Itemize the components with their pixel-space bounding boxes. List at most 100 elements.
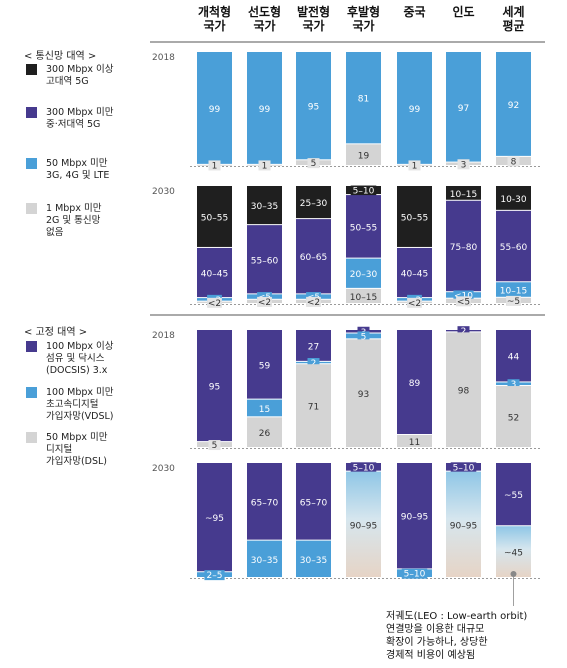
bar-value-label: 5–10 [453, 463, 475, 473]
column-header: 후발형 [347, 4, 380, 19]
bar-value-label: 89 [409, 379, 421, 389]
bar-segment [296, 52, 331, 160]
bar-value-label: 10-30 [500, 195, 526, 205]
bar-value-label: 5–10 [404, 570, 426, 580]
bar-segment [397, 52, 432, 164]
legend-label-net-0: 300 Mbpx 이상 고대역 5G [46, 64, 114, 87]
bar-value-label: <2 [258, 298, 271, 308]
bar-value-label: 20–30 [350, 270, 378, 280]
bar-value-label: 25–30 [300, 199, 328, 209]
bar-value-label: 27 [308, 342, 319, 352]
bar-value-label: 95 [209, 383, 220, 393]
bar-segment [397, 247, 432, 298]
legend-label-net-2: 50 Mbpx 미만 3G, 4G 및 LTE [46, 158, 110, 181]
legend-swatch-fix-0 [26, 341, 37, 352]
bar-segment [197, 186, 232, 247]
bar-segment [247, 463, 282, 540]
label-chip [307, 158, 320, 169]
bar-segment [247, 225, 282, 294]
label-chip [507, 379, 520, 390]
bar-value-label: 10–15 [500, 287, 527, 297]
bar-value-label: 44 [508, 353, 520, 363]
bar-value-label: 65–70 [251, 498, 279, 508]
bar-value-label: 5 [311, 159, 317, 169]
bar-segment [397, 463, 432, 569]
label-chip [506, 295, 521, 306]
bar-value-label: 5–10 [353, 463, 375, 473]
bar-segment [496, 186, 531, 210]
bar-value-label: 3 [511, 380, 517, 390]
bar-segment [346, 52, 381, 144]
legend-swatch-net-0 [26, 64, 37, 75]
label-chip [357, 331, 370, 342]
bar-segment [247, 52, 282, 164]
column-header: 평균 [502, 19, 524, 33]
bar-segment [446, 52, 481, 162]
label-chip [407, 297, 422, 308]
bar-segment [197, 52, 232, 164]
bar-value-label: 99 [409, 105, 421, 115]
column-header: 세계 [502, 4, 524, 19]
column-header: 인도 [452, 4, 474, 19]
label-chip [350, 462, 377, 473]
bar-value-label: 60–65 [300, 253, 327, 263]
bar-value-label: 90–95 [401, 513, 428, 523]
bar-segment [247, 186, 282, 225]
column-header: 국가 [352, 18, 374, 33]
bar-value-label: 1 [262, 161, 268, 171]
label-chip [258, 160, 271, 171]
bar-value-label: 99 [209, 105, 221, 115]
bar-value-label: 30–35 [251, 556, 278, 566]
bar-segment [296, 330, 331, 361]
label-chip [453, 290, 474, 301]
bar-value-label: 92 [508, 101, 519, 111]
year-label: 2018 [152, 331, 175, 341]
bar-segment [296, 219, 331, 294]
bar-value-label: 98 [458, 387, 470, 397]
bar-segment [197, 330, 232, 442]
bar-segment [346, 144, 381, 165]
bar-value-label: <2 [208, 299, 221, 309]
bar-value-label: 1 [412, 161, 418, 171]
bar-value-label: ~95 [205, 514, 224, 524]
label-chip [306, 296, 321, 307]
bar-value-label: ~55 [504, 491, 523, 501]
bar-value-label: 95 [308, 103, 319, 113]
legend-label-fix-1: 100 Mbpx 미만 초고속디지털 가입자망(VDSL) [46, 387, 114, 422]
leo-annotation: 저궤도(LEO : Low-earth orbit) 연결망을 이용한 대규모 … [386, 611, 528, 661]
year-label: 2030 [152, 464, 175, 474]
bar-value-label: 90–95 [350, 521, 377, 531]
bar-value-label: 97 [458, 104, 469, 114]
bar-segment [496, 282, 531, 297]
year-label: 2018 [152, 53, 175, 63]
year-label: 2030 [152, 187, 175, 197]
bar-segment [446, 471, 481, 577]
bar-value-label: <2 [408, 299, 421, 309]
bar-value-label: 30–35 [251, 202, 278, 212]
bar-value-label: 99 [259, 105, 271, 115]
label-chip [457, 159, 470, 170]
bar-segment [346, 288, 381, 303]
bar-value-label: 50–55 [350, 223, 377, 233]
bar-value-label: 5 [212, 441, 218, 451]
bar-value-label: 2–5 [207, 571, 223, 581]
column-header: 국가 [203, 18, 225, 33]
column-header: 선도형 [248, 4, 281, 19]
label-chip [457, 326, 470, 337]
bar-value-label: 55–60 [500, 243, 528, 253]
bar-segment [296, 463, 331, 540]
label-chip [401, 568, 428, 579]
bar-value-label: <5 [457, 297, 470, 307]
bar-segment [397, 186, 432, 247]
bar-segment [346, 195, 381, 258]
bar-value-label: 26 [259, 429, 271, 439]
legend-label-fix-2: 50 Mbpx 미만 디지털 가입자망(DSL) [46, 432, 108, 467]
bar-segment [247, 540, 282, 577]
column-header: 국가 [253, 18, 275, 33]
bar-value-label: 10–15 [350, 293, 377, 303]
legend-label-net-1: 300 Mbpx 미만 중·저대역 5G [46, 107, 114, 130]
label-chip [450, 462, 477, 473]
bar-value-label: 8 [511, 157, 517, 167]
bar-value-label: 50–55 [201, 213, 228, 223]
